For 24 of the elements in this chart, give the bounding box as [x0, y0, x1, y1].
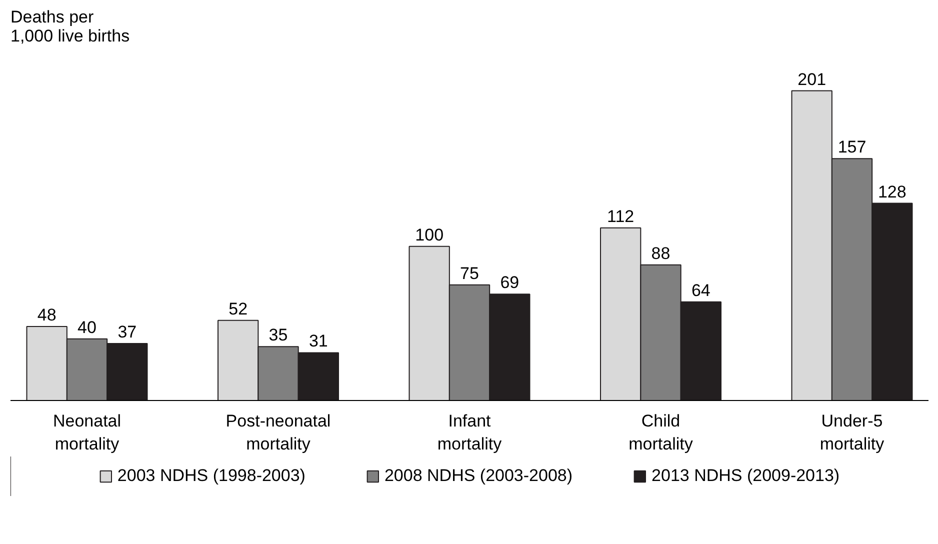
data-label: 88 — [651, 244, 670, 263]
data-label: 31 — [308, 332, 328, 351]
x-tick-label: Child mortality — [628, 412, 694, 454]
x-tick-label: Infant mortality — [437, 412, 502, 454]
x-tick-label: Post-neonatal mortality — [226, 412, 331, 454]
legend-label: 2013 NDHS (2009-2013) — [652, 466, 840, 486]
data-label: 48 — [37, 306, 56, 325]
y-axis-title: Deaths per 1,000 live births — [10, 8, 130, 46]
data-label: 37 — [118, 322, 137, 342]
legend-label: 2008 NDHS (2003-2008) — [384, 466, 573, 486]
legend-label: 2003 NDHS (1998-2003) — [117, 466, 306, 486]
data-label: 100 — [415, 225, 444, 244]
data-label: 112 — [607, 206, 634, 226]
data-label: 157 — [838, 138, 866, 157]
data-label: 35 — [268, 326, 288, 345]
data-label: 201 — [798, 70, 826, 89]
data-label: 75 — [460, 264, 479, 283]
data-label: 64 — [691, 280, 710, 300]
data-label: 52 — [228, 299, 248, 318]
data-label: 128 — [878, 182, 906, 202]
x-tick-label: Neonatal mortality — [52, 412, 122, 454]
data-label: 40 — [78, 318, 96, 337]
x-tick-label: Under-5 mortality — [820, 412, 885, 454]
data-label: 69 — [500, 273, 520, 292]
